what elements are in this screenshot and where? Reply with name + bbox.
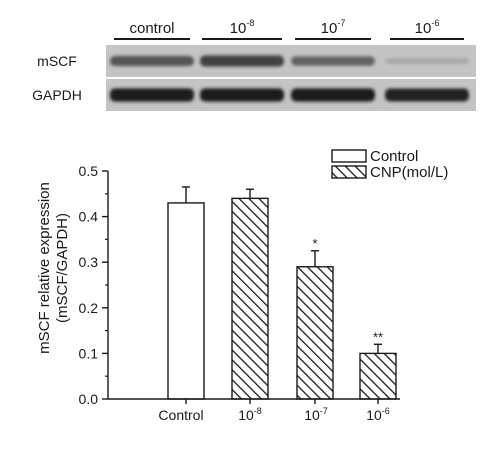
x-label-2-base: 10 (304, 407, 320, 423)
blot-band-mscf-3 (385, 58, 469, 64)
blot-band-mscf-0 (110, 55, 194, 67)
lane-label-1-exponent: -8 (246, 18, 254, 28)
lane-label-0: control (129, 20, 174, 37)
bar-1 (231, 197, 269, 400)
lane-label-3-exponent: -6 (431, 18, 439, 28)
x-label-1-base: 10 (238, 407, 254, 423)
lane-label-2-exponent: -7 (337, 18, 345, 28)
bar-2 (296, 266, 334, 400)
blot-band-gapdh-2 (291, 88, 375, 102)
x-label-3-exponent: -6 (382, 406, 390, 416)
blot-rows: mSCF GAPDH (32, 45, 476, 111)
y-tick-label-1: 0.1 (79, 345, 99, 361)
x-label-2: 10-7 (304, 406, 328, 423)
lane-label-3-base: 10 (415, 20, 432, 37)
y-axis-label-line1: mSCF relative expression (36, 182, 53, 354)
bar-chart: mSCF relative expression (mSCF/GAPDH) 0.… (36, 148, 448, 423)
y-axis-label-line2: (mSCF/GAPDH) (54, 213, 71, 323)
y-tick-label-2: 0.2 (79, 300, 99, 316)
legend-swatch-1 (331, 165, 367, 179)
y-tick-label-5: 0.5 (79, 163, 99, 179)
bar-3 (359, 352, 397, 400)
blot-row-label-gapdh: GAPDH (32, 87, 82, 103)
lane-label-0-base: control (129, 20, 174, 37)
y-tick-label-3: 0.3 (79, 254, 99, 270)
lane-label-2-base: 10 (321, 20, 338, 37)
lane-label-1-base: 10 (230, 20, 247, 37)
y-tick-label-0: 0.0 (79, 391, 99, 407)
blot-band-gapdh-3 (385, 88, 469, 102)
x-axis-labels: Control 10-8 10-7 10-6 (158, 406, 389, 423)
legend-label-0: Control (370, 148, 418, 165)
blot-band-gapdh-0 (110, 88, 194, 102)
blot-band-mscf-2 (291, 56, 375, 66)
x-label-3: 10-6 (366, 406, 390, 423)
legend-label-1: CNP(mol/L) (370, 164, 448, 181)
blot-band-gapdh-1 (200, 88, 284, 102)
x-label-1: 10-8 (238, 406, 262, 423)
legend-swatch-0 (331, 149, 367, 163)
significance-mark-3: ** (373, 329, 383, 344)
lane-headers: control 10-8 10-7 10-6 (114, 18, 464, 40)
x-label-0-base: Control (158, 407, 203, 423)
x-label-0: Control (158, 407, 203, 423)
bar-0 (167, 202, 205, 400)
significance-mark-2: * (312, 236, 317, 251)
blot-row-label-mscf: mSCF (37, 53, 77, 69)
bars: *** (167, 186, 397, 404)
y-axis-ticks: 0.0 0.1 0.2 0.3 0.4 0.5 (79, 163, 108, 407)
y-tick-label-4: 0.4 (79, 209, 99, 225)
x-label-3-base: 10 (366, 407, 382, 423)
lane-label-3: 10-6 (415, 18, 440, 37)
lane-label-1: 10-8 (230, 18, 255, 37)
lane-label-2: 10-7 (321, 18, 346, 37)
blot-band-mscf-1 (200, 55, 284, 67)
x-label-1-exponent: -8 (254, 406, 262, 416)
x-label-2-exponent: -7 (320, 406, 328, 416)
